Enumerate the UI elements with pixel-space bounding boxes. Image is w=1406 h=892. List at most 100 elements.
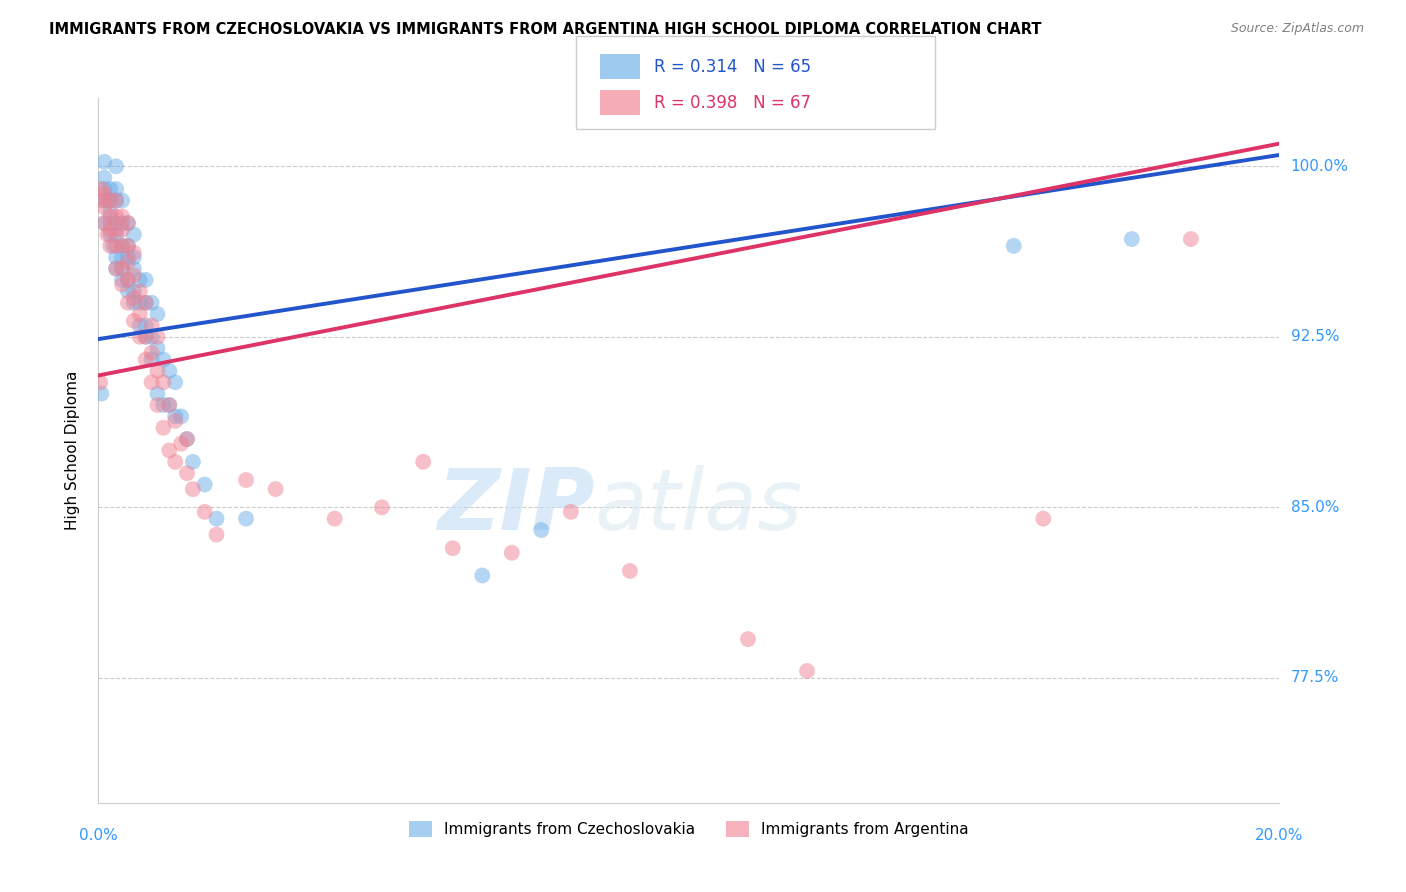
Point [176, 432, 198, 446]
Point [93, 186, 115, 201]
Legend: Immigrants from Czechoslovakia, Immigrants from Argentina: Immigrants from Czechoslovakia, Immigran… [402, 814, 976, 845]
Point [560, 505, 582, 519]
Point [141, 345, 163, 359]
Text: Source: ZipAtlas.com: Source: ZipAtlas.com [1230, 22, 1364, 36]
Point [93, 194, 115, 208]
Point [122, 291, 145, 305]
Point [105, 261, 128, 276]
Point [105, 216, 128, 230]
Point [141, 376, 163, 390]
Point [98, 194, 121, 208]
Point [98, 182, 121, 196]
Point [117, 273, 139, 287]
Point [441, 541, 464, 556]
Point [96, 227, 118, 242]
Point [93, 154, 115, 169]
Point [117, 239, 139, 253]
Point [111, 277, 134, 292]
Point [122, 295, 145, 310]
Point [98, 204, 121, 219]
Point [146, 341, 169, 355]
Text: 77.5%: 77.5% [1291, 670, 1339, 685]
Point [98, 216, 121, 230]
Point [122, 314, 145, 328]
Point [93, 182, 115, 196]
Point [530, 523, 553, 537]
Text: 0.0%: 0.0% [79, 828, 118, 843]
Point [111, 194, 134, 208]
Point [111, 261, 134, 276]
Point [122, 250, 145, 264]
Point [146, 398, 169, 412]
Point [135, 273, 157, 287]
Point [619, 564, 641, 578]
Point [141, 330, 163, 344]
Point [96, 194, 118, 208]
Point [117, 216, 139, 230]
Point [128, 285, 150, 299]
Text: 20.0%: 20.0% [1256, 828, 1303, 843]
Point [176, 466, 198, 480]
Text: IMMIGRANTS FROM CZECHOSLOVAKIA VS IMMIGRANTS FROM ARGENTINA HIGH SCHOOL DIPLOMA : IMMIGRANTS FROM CZECHOSLOVAKIA VS IMMIGR… [49, 22, 1042, 37]
Point [98, 239, 121, 253]
Point [98, 210, 121, 224]
Point [141, 352, 163, 367]
Point [176, 432, 198, 446]
Point [165, 414, 187, 428]
Point [157, 398, 180, 412]
Point [1002, 239, 1025, 253]
Point [111, 239, 134, 253]
Point [90, 194, 112, 208]
Y-axis label: High School Diploma: High School Diploma [65, 371, 80, 530]
Point [205, 511, 228, 525]
Point [135, 318, 157, 333]
Point [146, 330, 169, 344]
Point [90, 182, 112, 196]
Point [135, 295, 157, 310]
Point [117, 216, 139, 230]
Point [111, 216, 134, 230]
Point [128, 307, 150, 321]
Point [205, 527, 228, 541]
Point [135, 352, 157, 367]
Point [105, 182, 128, 196]
Point [111, 273, 134, 287]
Point [105, 159, 128, 173]
Point [181, 455, 204, 469]
Point [141, 295, 163, 310]
Point [117, 239, 139, 253]
Point [135, 330, 157, 344]
Text: atlas: atlas [595, 466, 803, 549]
Point [122, 285, 145, 299]
Point [117, 254, 139, 268]
Point [93, 200, 115, 214]
Point [111, 261, 134, 276]
Point [1180, 232, 1202, 246]
Point [93, 216, 115, 230]
Point [152, 352, 174, 367]
Point [93, 216, 115, 230]
Point [98, 223, 121, 237]
Point [122, 245, 145, 260]
Point [152, 398, 174, 412]
Point [105, 239, 128, 253]
Point [105, 261, 128, 276]
Point [98, 227, 121, 242]
Point [1121, 232, 1143, 246]
Point [194, 477, 217, 491]
Point [103, 239, 125, 253]
Point [111, 223, 134, 237]
Point [90, 386, 112, 401]
Point [146, 386, 169, 401]
Point [117, 273, 139, 287]
Point [412, 455, 434, 469]
Point [105, 250, 128, 264]
Point [371, 500, 394, 515]
Point [128, 318, 150, 333]
Point [323, 511, 346, 525]
Point [111, 250, 134, 264]
Point [165, 455, 187, 469]
Point [170, 409, 193, 424]
Point [170, 436, 193, 450]
Point [105, 223, 128, 237]
